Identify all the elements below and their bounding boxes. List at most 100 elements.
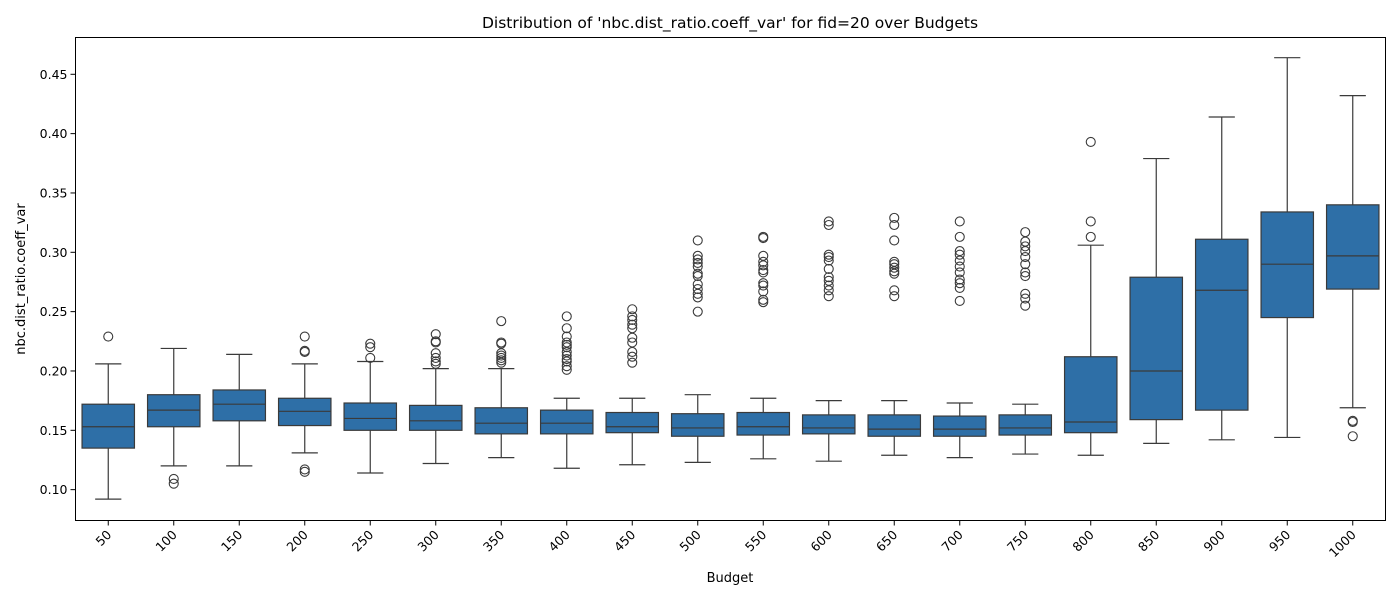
outlier-point [758, 280, 769, 291]
iqr-box [343, 402, 398, 431]
x-tick-label: 900 [1200, 527, 1228, 555]
box-700 [932, 216, 987, 459]
outlier-point [627, 319, 638, 330]
outlier-point [1085, 231, 1096, 242]
outlier-point [1085, 216, 1096, 227]
outlier-point [823, 285, 834, 296]
outlier-point [889, 285, 900, 296]
y-tick-label: 0.25 [40, 304, 68, 319]
outlier-point [692, 284, 703, 295]
outlier-point [692, 268, 703, 279]
outlier-point [365, 342, 376, 353]
outlier-point [1020, 267, 1031, 278]
outlier-point [496, 357, 507, 368]
outlier-point [758, 260, 769, 271]
outlier-point [758, 256, 769, 267]
iqr-box [605, 411, 660, 434]
iqr-box [998, 414, 1053, 436]
box-900 [1194, 116, 1249, 441]
outlier-point [496, 355, 507, 366]
box-150 [212, 353, 267, 467]
outlier-point [889, 266, 900, 277]
outlier-point [692, 257, 703, 269]
iqr-box [1063, 356, 1118, 434]
outlier-point [627, 346, 638, 358]
outlier-point [758, 278, 769, 289]
outlier-point [1020, 246, 1031, 257]
outlier-point [823, 280, 834, 291]
outlier-point [954, 282, 965, 293]
outlier-point [430, 348, 441, 359]
box-850 [1129, 157, 1184, 444]
outlier-point [954, 295, 965, 307]
outlier-point [103, 331, 114, 342]
outlier-point [561, 331, 572, 342]
x-tick-label: 300 [414, 527, 442, 555]
outlier-point [823, 219, 834, 231]
box-300 [408, 329, 463, 465]
y-tick-label: 0.45 [40, 67, 68, 82]
x-tick-label: 500 [676, 527, 704, 555]
iqr-box [867, 414, 922, 437]
box-500 [670, 235, 725, 463]
outlier-point [889, 262, 900, 273]
iqr-box [474, 407, 529, 435]
outlier-point [496, 352, 507, 363]
outlier-point [430, 358, 441, 369]
iqr-box [736, 411, 791, 436]
outlier-point [365, 352, 376, 363]
outlier-point [692, 292, 703, 303]
box-1000 [1325, 95, 1380, 442]
outlier-point [954, 261, 965, 272]
x-tick-label: 750 [1004, 527, 1032, 555]
iqr-box [1194, 238, 1249, 411]
box-550 [736, 231, 791, 460]
outlier-point [1020, 227, 1031, 238]
box-50 [81, 331, 136, 500]
outlier-point [496, 316, 507, 327]
iqr-box [670, 413, 725, 437]
outlier-point [430, 329, 441, 340]
outlier-point [627, 311, 638, 322]
outlier-point [627, 314, 638, 325]
x-tick-label: 1000 [1326, 527, 1359, 560]
x-axis-label: Budget [707, 571, 754, 586]
y-axis: 0.10 0.15 0.20 0.25 0.30 0.35 0.40 0.45 [40, 67, 76, 497]
iqr-box [408, 404, 463, 431]
outlier-point [889, 291, 900, 302]
x-tick-label: 200 [283, 527, 311, 555]
outlier-point [430, 356, 441, 367]
outlier-point [823, 249, 834, 260]
outlier-point [299, 331, 310, 342]
x-tick-label: 800 [1069, 527, 1097, 555]
outlier-point [561, 311, 572, 322]
x-tick-label: 550 [742, 527, 770, 555]
box-600 [801, 216, 856, 462]
x-tick-label: 350 [480, 527, 508, 555]
outlier-point [954, 274, 965, 285]
outlier-point [561, 339, 572, 350]
outlier-point [758, 265, 769, 276]
x-tick-label: 100 [152, 527, 180, 555]
box-450 [605, 304, 660, 466]
outlier-point [823, 255, 834, 266]
outlier-point [1020, 300, 1031, 311]
box-950 [1260, 57, 1315, 439]
x-tick-label: 400 [545, 527, 573, 555]
outlier-point [758, 294, 769, 305]
outlier-point [627, 351, 638, 362]
outlier-point [692, 254, 703, 265]
x-tick-label: 600 [807, 527, 835, 555]
outlier-point [430, 337, 441, 348]
x-tick-label: 250 [349, 527, 377, 555]
x-tick-label: 450 [611, 527, 639, 555]
x-tick-label: 700 [938, 527, 966, 555]
x-tick-label: 850 [1135, 527, 1163, 555]
x-tick-label: 950 [1266, 527, 1294, 555]
outlier-point [823, 216, 834, 227]
chart-title: Distribution of 'nbc.dist_ratio.coeff_va… [482, 14, 978, 33]
x-tick-label: 650 [873, 527, 901, 555]
outlier-point [692, 306, 703, 317]
outlier-point [758, 286, 769, 297]
outlier-point [889, 268, 900, 279]
